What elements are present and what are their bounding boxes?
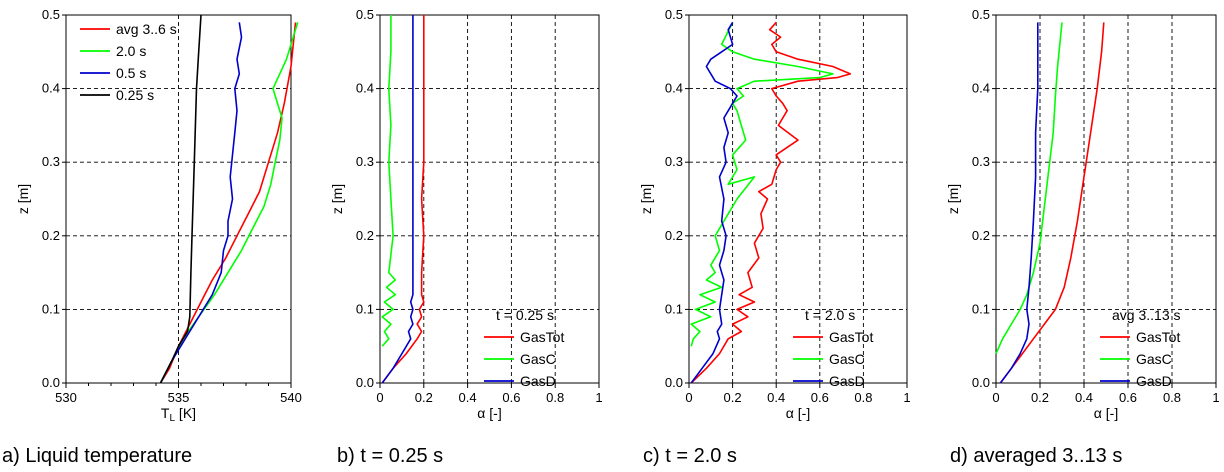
panel-d-caption: d) averaged 3..13 s bbox=[950, 445, 1122, 467]
panel-b-legend-label-2: GasD bbox=[520, 373, 556, 389]
panel-d-legend-title: avg 3..13 s bbox=[1112, 307, 1181, 323]
panel-b-ytick-label-0: 0.0 bbox=[356, 375, 374, 390]
panel-d-ylabel: z [m] bbox=[945, 184, 961, 214]
panel-d-xtick-label-4: 0.8 bbox=[1163, 390, 1181, 405]
panel-d-frame bbox=[995, 14, 1217, 384]
panel-a-ytick-label-0: 0.0 bbox=[42, 375, 60, 390]
panel-c-ytick-label-0: 0.0 bbox=[665, 375, 683, 390]
panel-c-series-gasd-line bbox=[690, 21, 738, 384]
panel-d-legend-label-0: GasTot bbox=[1136, 329, 1180, 345]
panel-c-ylabel: z [m] bbox=[638, 184, 654, 214]
panel-d-ytick-label-4: 0.4 bbox=[972, 81, 990, 96]
panel-b-ytick-label-4: 0.4 bbox=[356, 81, 374, 96]
panel-c-ytick-label-2: 0.2 bbox=[665, 228, 683, 243]
panel-d-xlabel: α [-] bbox=[1094, 405, 1118, 421]
panel-d-ytick-label-3: 0.3 bbox=[972, 154, 990, 169]
panel-a-xtick-label-1: 535 bbox=[168, 390, 190, 405]
panel-c-xtick-label-1: 0.2 bbox=[724, 390, 742, 405]
panel-b-ytick-label-5: 0.5 bbox=[356, 7, 374, 22]
panel-a-ytick-label-5: 0.5 bbox=[42, 7, 60, 22]
panel-a-ytick-label-3: 0.3 bbox=[42, 154, 60, 169]
panel-c-ytick-label-1: 0.1 bbox=[665, 301, 683, 316]
panel-a-xtick-label-2: 540 bbox=[280, 390, 302, 405]
panel-c-xtick-label-3: 0.6 bbox=[811, 390, 829, 405]
panel-b-xlabel: α [-] bbox=[477, 405, 501, 421]
panel-a-ytick-label-4: 0.4 bbox=[42, 81, 60, 96]
panel-d-series-gasc-line bbox=[995, 22, 1063, 354]
panel-d-ytick-label-2: 0.2 bbox=[972, 228, 990, 243]
panel-d-series-gasd-line bbox=[999, 22, 1039, 384]
panel-b-xtick-label-4: 0.8 bbox=[546, 390, 564, 405]
panel-a-legend-label-2: 0.5 s bbox=[116, 65, 146, 81]
panel-a-ytick-label-2: 0.2 bbox=[42, 228, 60, 243]
panel-c-ytick-label-3: 0.3 bbox=[665, 154, 683, 169]
panel-c-caption: c) t = 2.0 s bbox=[643, 445, 737, 467]
panel-a-series-2-0-s-line bbox=[159, 22, 299, 384]
panel-c-legend-label-1: GasC bbox=[829, 351, 865, 367]
panel-d-xtick-label-1: 0.2 bbox=[1031, 390, 1049, 405]
panel-a-ytick-label-1: 0.1 bbox=[42, 301, 60, 316]
panel-a-legend-label-1: 2.0 s bbox=[116, 43, 146, 59]
panel-c-xtick-label-4: 0.8 bbox=[854, 390, 872, 405]
panel-c-legend-label-0: GasTot bbox=[829, 329, 873, 345]
panel-a-legend-label-3: 0.25 s bbox=[116, 87, 154, 103]
panel-d-legend-label-1: GasC bbox=[1136, 351, 1172, 367]
panel-b-legend-label-0: GasTot bbox=[520, 329, 564, 345]
panel-a-xlabel: TL [K] bbox=[161, 405, 196, 424]
panel-d-ytick-label-0: 0.0 bbox=[972, 375, 990, 390]
panel-b-xtick-label-3: 0.6 bbox=[502, 390, 520, 405]
panel-b-ytick-label-3: 0.3 bbox=[356, 154, 374, 169]
panel-c-series-gastot-line bbox=[690, 21, 852, 384]
panel-c-xtick-label-0: 0 bbox=[685, 390, 692, 405]
panel-c-xtick-label-2: 0.4 bbox=[767, 390, 785, 405]
panel-b-ylabel: z [m] bbox=[329, 184, 345, 214]
panel-a-ylabel: z [m] bbox=[15, 184, 31, 214]
panel-b-xtick-label-1: 0.2 bbox=[415, 390, 433, 405]
panel-a-series-avg-3-6-s-line bbox=[159, 22, 297, 384]
panel-b-series-gasc-line bbox=[381, 15, 397, 347]
panel-b-frame bbox=[379, 14, 600, 384]
panel-d-xtick-label-0: 0 bbox=[992, 390, 999, 405]
panel-c-ytick-label-4: 0.4 bbox=[665, 81, 683, 96]
panel-b-legend-title: t = 0.25 s bbox=[496, 307, 554, 323]
panel-b-legend-label-1: GasC bbox=[520, 351, 556, 367]
panel-c-frame bbox=[688, 14, 908, 384]
panel-d-ytick-label-1: 0.1 bbox=[972, 301, 990, 316]
panel-a-legend-label-0: avg 3..6 s bbox=[116, 21, 177, 37]
panel-b-xtick-label-2: 0.4 bbox=[459, 390, 477, 405]
panel-b-ytick-label-1: 0.1 bbox=[356, 301, 374, 316]
panel-a-xtick-label-0: 530 bbox=[55, 390, 77, 405]
panel-d-series-gastot-line bbox=[999, 22, 1105, 384]
panel-c-series-gasc-line bbox=[690, 22, 834, 347]
panel-a-caption: a) Liquid temperature bbox=[2, 445, 192, 467]
panel-d-xtick-label-3: 0.6 bbox=[1119, 390, 1137, 405]
panel-c-xlabel: α [-] bbox=[786, 405, 810, 421]
panel-d-xtick-label-2: 0.4 bbox=[1075, 390, 1093, 405]
panel-b-caption: b) t = 0.25 s bbox=[337, 445, 443, 467]
panel-c-legend-label-2: GasD bbox=[829, 373, 865, 389]
panel-d-ytick-label-5: 0.5 bbox=[972, 7, 990, 22]
panel-d-legend-label-2: GasD bbox=[1136, 373, 1172, 389]
panel-a-series-0-25-s-line bbox=[159, 14, 202, 384]
panel-b-series-gasd-line bbox=[381, 15, 414, 384]
panel-c-xtick-label-5: 1 bbox=[903, 390, 910, 405]
panel-c-ytick-label-5: 0.5 bbox=[665, 7, 683, 22]
panel-b-xtick-label-0: 0 bbox=[376, 390, 383, 405]
panel-d-xtick-label-5: 1 bbox=[1212, 390, 1219, 405]
panel-b-xtick-label-5: 1 bbox=[595, 390, 602, 405]
panel-b-series-gastot-line bbox=[381, 15, 425, 384]
panel-b-ytick-label-2: 0.2 bbox=[356, 228, 374, 243]
panel-c-legend-title: t = 2.0 s bbox=[805, 307, 855, 323]
panel-a-series-0-5-s-line bbox=[159, 22, 243, 384]
